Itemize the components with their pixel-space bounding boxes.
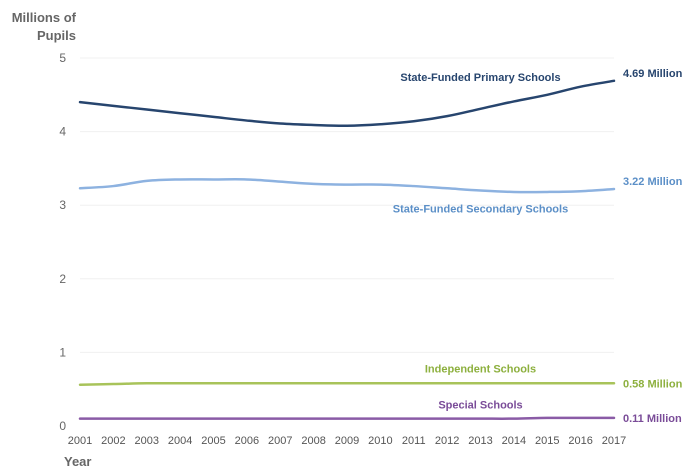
series-line-1 — [78, 178, 616, 194]
series-end-label-2: 0.58 Million — [623, 378, 683, 390]
series-end-label-1: 3.22 Million — [623, 176, 683, 188]
series-line-2 — [78, 382, 616, 387]
x-tick-label-2001: 2001 — [68, 435, 92, 447]
y-tick-label-5: 5 — [59, 51, 66, 65]
series-line-0 — [78, 79, 616, 127]
series-name-label-3: Special Schools — [438, 400, 522, 412]
x-axis-ticks: 2001 2002 2003 2004 2005 2006 2007 2008 2009 2010… — [68, 435, 626, 447]
x-tick-label-2007: 2007 — [268, 435, 292, 447]
series-lines — [78, 79, 616, 420]
y-axis-ticks: 0 1 2 3 4 5 — [59, 51, 66, 433]
x-tick-label-2008: 2008 — [301, 435, 325, 447]
x-tick-label-2010: 2010 — [368, 435, 392, 447]
x-tick-label-2013: 2013 — [468, 435, 492, 447]
x-tick-label-2002: 2002 — [101, 435, 125, 447]
x-tick-label-2004: 2004 — [168, 435, 192, 447]
x-axis-title: Year — [64, 454, 91, 466]
series-end-label-3: 0.11 Million — [623, 413, 682, 425]
series-name-label-2: Independent Schools — [425, 363, 536, 375]
x-tick-label-2003: 2003 — [135, 435, 159, 447]
series-line-3 — [78, 416, 616, 420]
y-tick-label-1: 1 — [59, 345, 66, 359]
x-tick-label-2012: 2012 — [435, 435, 459, 447]
x-tick-label-2006: 2006 — [235, 435, 259, 447]
x-tick-label-2011: 2011 — [402, 435, 426, 447]
grid-lines — [80, 57, 614, 353]
y-tick-label-4: 4 — [59, 125, 66, 139]
series-labels: State-Funded Primary Schools 4.69 Million… — [393, 68, 683, 425]
x-tick-label-2017: 2017 — [602, 435, 626, 447]
y-axis-title-line1: Millions of — [12, 10, 77, 25]
x-tick-label-2015: 2015 — [535, 435, 559, 447]
y-tick-label-2: 2 — [59, 272, 66, 286]
x-tick-label-2005: 2005 — [201, 435, 225, 447]
y-tick-label-0: 0 — [59, 419, 66, 433]
y-tick-label-3: 3 — [59, 198, 66, 212]
series-end-label-0: 4.69 Million — [623, 68, 683, 80]
x-tick-label-2014: 2014 — [502, 435, 526, 447]
y-axis-title-line2: Pupils — [37, 28, 76, 43]
x-tick-label-2009: 2009 — [335, 435, 359, 447]
x-tick-label-2016: 2016 — [568, 435, 592, 447]
series-name-label-0: State-Funded Primary Schools — [400, 72, 560, 84]
series-name-label-1: State-Funded Secondary Schools — [393, 203, 568, 215]
